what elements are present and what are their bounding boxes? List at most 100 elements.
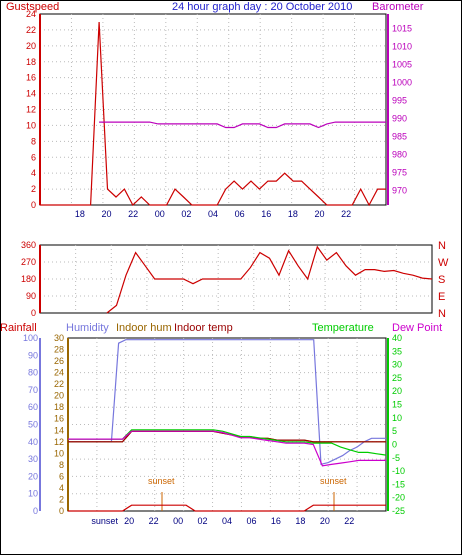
humidity-y-tick: 0 bbox=[33, 506, 38, 516]
gust-x-tick: 06 bbox=[235, 209, 245, 219]
temperature-y-tick: -25 bbox=[392, 506, 405, 516]
humidity-y-tick: 10 bbox=[28, 489, 38, 499]
gust-y-tick: 24 bbox=[26, 9, 36, 19]
gustspeed-line bbox=[40, 21, 386, 207]
compass-label: W bbox=[438, 257, 449, 269]
humidity-y-tick: 40 bbox=[28, 437, 38, 447]
gust-x-tick: 20 bbox=[102, 209, 112, 219]
gust-y-tick: 4 bbox=[31, 168, 36, 178]
temperature-y-tick: 10 bbox=[392, 413, 402, 423]
indoor-y-tick: 30 bbox=[54, 333, 64, 343]
temperature-y-tick: 5 bbox=[392, 426, 397, 436]
indoor-y-tick: 18 bbox=[54, 402, 64, 412]
baro-y-tick: 1010 bbox=[392, 41, 412, 51]
gust-x-tick: 22 bbox=[128, 209, 138, 219]
temperature-y-tick: -20 bbox=[392, 493, 405, 503]
temp-x-tick: 06 bbox=[246, 516, 256, 526]
gust-y-tick: 12 bbox=[26, 105, 36, 115]
baro-y-tick: 980 bbox=[392, 150, 407, 160]
gust-y-tick: 6 bbox=[31, 152, 36, 162]
gust-y-tick: 18 bbox=[26, 57, 36, 67]
humidity-label: Humidity bbox=[66, 322, 109, 334]
chart-title: 24 hour graph day : 20 October 2010 bbox=[172, 1, 352, 13]
humidity-y-tick: 60 bbox=[28, 402, 38, 412]
temp-x-tick: 00 bbox=[173, 516, 183, 526]
gust-y-tick: 22 bbox=[26, 25, 36, 35]
humidity-y-tick: 100 bbox=[23, 333, 38, 343]
gust-x-tick: 18 bbox=[75, 209, 85, 219]
temperature-y-tick: -10 bbox=[392, 466, 405, 476]
sunset-annotation-2: sunset bbox=[320, 476, 347, 486]
rainfall-label: Rainfall bbox=[0, 322, 37, 334]
temperature-y-tick: 20 bbox=[392, 386, 402, 396]
indoor-y-tick: 16 bbox=[54, 414, 64, 424]
indoor-y-tick: 24 bbox=[54, 368, 64, 378]
dir-y-tick: 0 bbox=[31, 308, 36, 318]
compass-label: S bbox=[438, 274, 445, 286]
temp-x-tick: 18 bbox=[295, 516, 305, 526]
humidity-y-tick: 30 bbox=[28, 454, 38, 464]
temp-x-tick: 16 bbox=[271, 516, 281, 526]
baro-y-tick: 1005 bbox=[392, 59, 412, 69]
baro-y-tick: 990 bbox=[392, 114, 407, 124]
gust-x-tick: 16 bbox=[261, 209, 271, 219]
gust-y-tick: 8 bbox=[31, 136, 36, 146]
gust-y-tick: 2 bbox=[31, 184, 36, 194]
dew-point-line bbox=[68, 430, 386, 467]
baro-y-tick: 1015 bbox=[392, 23, 412, 33]
gust-x-tick: 18 bbox=[288, 209, 298, 219]
sunset-annotation-1: sunset bbox=[148, 476, 175, 486]
baro-y-tick: 995 bbox=[392, 95, 407, 105]
temperature-y-tick: 25 bbox=[392, 373, 402, 383]
temp-x-tick: 20 bbox=[320, 516, 330, 526]
rainfall-line bbox=[68, 504, 386, 512]
temp-x-tick: 02 bbox=[198, 516, 208, 526]
baro-y-tick: 975 bbox=[392, 168, 407, 178]
gust-x-tick: 20 bbox=[314, 209, 324, 219]
temperature-y-tick: -5 bbox=[392, 453, 400, 463]
indoor-temp-label: Indoor temp bbox=[174, 322, 233, 334]
indoor-y-tick: 14 bbox=[54, 425, 64, 435]
temperature-y-tick: 0 bbox=[392, 439, 397, 449]
temp-x-tick: 20 bbox=[124, 516, 134, 526]
gust-x-tick: 02 bbox=[181, 209, 191, 219]
baro-y-tick: 1000 bbox=[392, 77, 412, 87]
wind-direction-line bbox=[106, 245, 433, 314]
dir-y-tick: 360 bbox=[21, 240, 36, 250]
indoor-y-tick: 6 bbox=[59, 471, 64, 481]
barometer-label: Barometer bbox=[372, 1, 424, 13]
humidity-y-tick: 90 bbox=[28, 350, 38, 360]
dir-y-tick: 270 bbox=[21, 257, 36, 267]
gust-y-tick: 14 bbox=[26, 89, 36, 99]
temp-x-tick: sunset bbox=[91, 516, 118, 526]
baro-y-tick: 985 bbox=[392, 132, 407, 142]
indoor-y-tick: 22 bbox=[54, 379, 64, 389]
humidity-y-tick: 80 bbox=[28, 368, 38, 378]
gust-y-tick: 16 bbox=[26, 73, 36, 83]
indoor-y-tick: 8 bbox=[59, 460, 64, 470]
temperature-label: Temperature bbox=[312, 322, 374, 334]
temperature-y-tick: -15 bbox=[392, 479, 405, 489]
baro-y-tick: 970 bbox=[392, 186, 407, 196]
temperature-y-tick: 30 bbox=[392, 360, 402, 370]
gust-x-tick: 22 bbox=[341, 209, 351, 219]
dir-y-tick: 90 bbox=[26, 291, 36, 301]
indoor-y-tick: 10 bbox=[54, 448, 64, 458]
gust-y-tick: 10 bbox=[26, 120, 36, 130]
indoor-y-tick: 2 bbox=[59, 494, 64, 504]
gust-y-tick: 0 bbox=[31, 200, 36, 210]
humidity-y-tick: 50 bbox=[28, 420, 38, 430]
indoor-y-tick: 28 bbox=[54, 345, 64, 355]
indoor-y-tick: 0 bbox=[59, 506, 64, 516]
compass-label: E bbox=[438, 291, 445, 303]
gust-y-tick: 20 bbox=[26, 41, 36, 51]
indoor-y-tick: 4 bbox=[59, 483, 64, 493]
temp-x-tick: 22 bbox=[149, 516, 159, 526]
chart-layer: 0246810121416182022249709759809859909951… bbox=[21, 9, 449, 526]
indoor-y-tick: 26 bbox=[54, 356, 64, 366]
indoor-hum-label: Indoor hum bbox=[116, 322, 172, 334]
compass-label: N bbox=[438, 308, 446, 320]
